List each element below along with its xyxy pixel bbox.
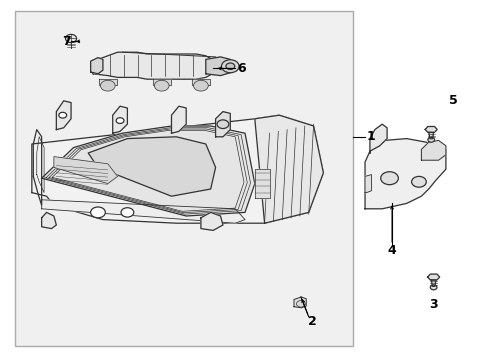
- Polygon shape: [113, 106, 127, 133]
- Polygon shape: [93, 52, 216, 79]
- Circle shape: [116, 118, 124, 123]
- Polygon shape: [153, 79, 171, 85]
- Polygon shape: [365, 139, 446, 209]
- Polygon shape: [425, 126, 437, 132]
- Polygon shape: [54, 157, 118, 184]
- Circle shape: [381, 172, 398, 185]
- Circle shape: [91, 207, 105, 218]
- Polygon shape: [42, 126, 255, 216]
- Polygon shape: [370, 124, 387, 153]
- Circle shape: [121, 208, 134, 217]
- Circle shape: [154, 80, 169, 91]
- Polygon shape: [365, 175, 371, 193]
- Polygon shape: [294, 297, 306, 308]
- Circle shape: [66, 35, 76, 42]
- Circle shape: [194, 80, 208, 91]
- Circle shape: [430, 285, 437, 290]
- Text: 6: 6: [237, 62, 246, 75]
- Polygon shape: [206, 57, 230, 76]
- Circle shape: [296, 301, 305, 307]
- Text: 5: 5: [449, 94, 458, 107]
- Polygon shape: [428, 274, 440, 280]
- Polygon shape: [429, 132, 434, 139]
- Text: 4: 4: [388, 244, 396, 257]
- Text: 3: 3: [429, 298, 438, 311]
- Text: 1: 1: [367, 130, 376, 143]
- Polygon shape: [42, 212, 56, 229]
- Polygon shape: [32, 115, 323, 223]
- Polygon shape: [172, 106, 186, 133]
- Circle shape: [428, 137, 435, 142]
- Polygon shape: [88, 137, 216, 196]
- Circle shape: [412, 176, 426, 187]
- Polygon shape: [255, 115, 323, 223]
- Circle shape: [217, 120, 229, 129]
- Polygon shape: [91, 58, 103, 74]
- Polygon shape: [56, 101, 71, 130]
- Polygon shape: [192, 79, 210, 85]
- Polygon shape: [216, 112, 230, 137]
- Polygon shape: [201, 212, 223, 230]
- Text: 7: 7: [62, 35, 71, 48]
- Text: 2: 2: [308, 315, 317, 328]
- Polygon shape: [99, 79, 117, 85]
- Circle shape: [221, 60, 239, 73]
- Circle shape: [59, 112, 67, 118]
- Polygon shape: [42, 200, 245, 223]
- Polygon shape: [421, 140, 446, 160]
- Circle shape: [100, 80, 115, 91]
- Bar: [15, 11, 353, 346]
- Circle shape: [226, 63, 235, 69]
- Polygon shape: [255, 169, 270, 198]
- Polygon shape: [431, 280, 436, 286]
